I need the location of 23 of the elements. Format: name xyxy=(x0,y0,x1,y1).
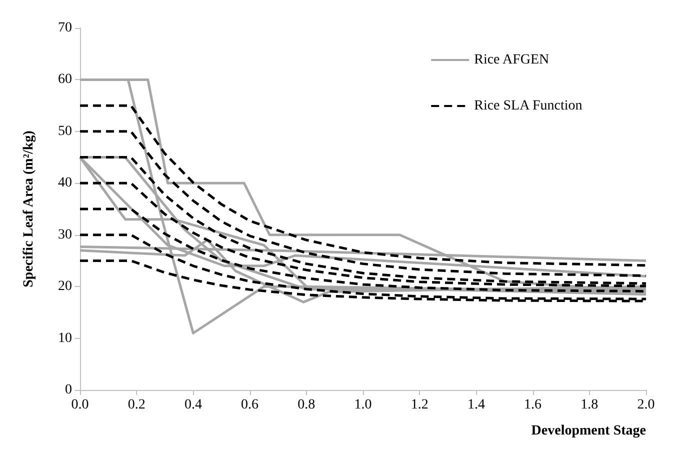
y-tick-label: 0 xyxy=(65,382,72,398)
x-axis-title: Development Stage xyxy=(531,424,646,438)
y-tick-label: 40 xyxy=(58,176,72,191)
legend-label: Rice AFGEN xyxy=(474,52,550,68)
x-tick-label: 1.8 xyxy=(580,398,598,412)
y-axis-title: Specific Leaf Area (m²/kg) xyxy=(22,130,36,288)
x-tick-label: 1.4 xyxy=(467,398,485,412)
y-tick-label: 70 xyxy=(58,20,72,36)
y-tick-label: 10 xyxy=(58,330,72,346)
x-tick-label: 0.6 xyxy=(241,398,259,412)
legend-label: Rice SLA Function xyxy=(474,98,582,114)
x-tick-label: 0.2 xyxy=(128,398,146,412)
y-tick-label: 20 xyxy=(58,279,72,294)
y-tick-label: 50 xyxy=(58,124,72,139)
x-tick-label: 0.0 xyxy=(71,398,89,412)
y-tick-label: 30 xyxy=(58,227,72,242)
x-tick-label: 1.6 xyxy=(524,398,542,412)
x-tick-label: 1.2 xyxy=(410,398,428,412)
x-tick-label: 0.4 xyxy=(184,398,202,412)
x-tick-label: 1.0 xyxy=(354,398,372,412)
x-tick-label: 2.0 xyxy=(637,398,655,412)
y-tick-label: 60 xyxy=(58,72,72,88)
x-tick-label: 0.8 xyxy=(298,398,316,412)
